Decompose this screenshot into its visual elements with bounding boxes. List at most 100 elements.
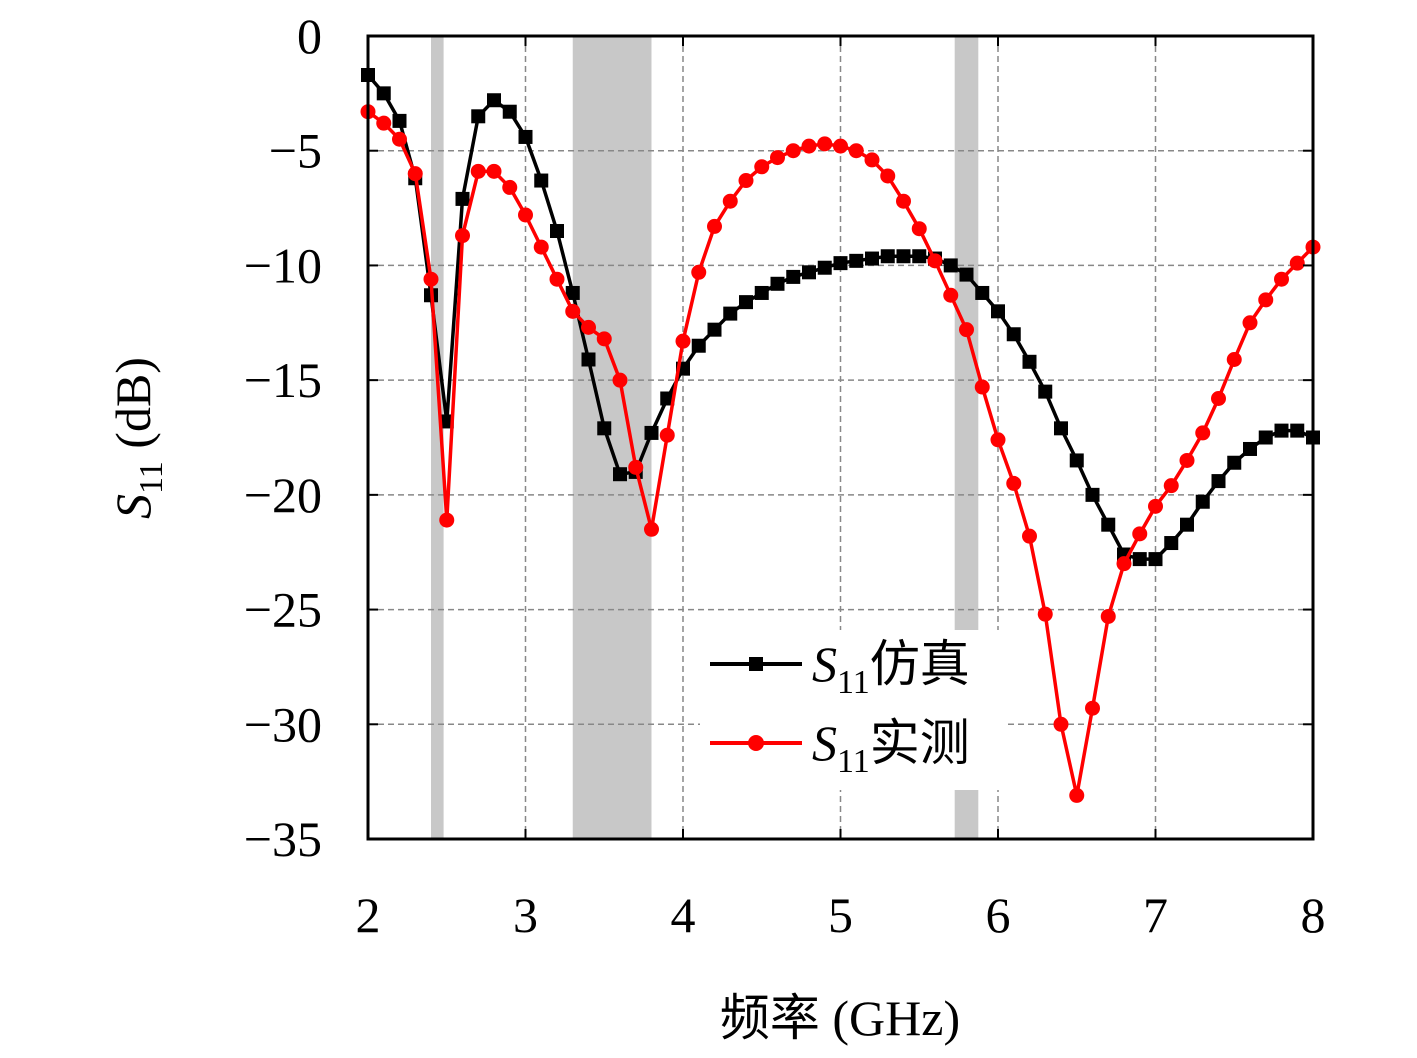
point-1-47	[1100, 608, 1116, 624]
point-0-31	[849, 253, 864, 268]
point-1-31	[848, 143, 864, 159]
point-1-32	[864, 152, 880, 168]
point-1-21	[691, 264, 707, 280]
point-1-12	[549, 271, 565, 287]
point-1-30	[833, 138, 848, 154]
point-1-25	[754, 159, 770, 175]
point-0-41	[1006, 327, 1021, 342]
point-0-37	[943, 258, 958, 273]
y-axis-title-unit: (dB)	[105, 357, 161, 461]
point-0-46	[1085, 487, 1100, 502]
point-1-56	[1242, 315, 1258, 331]
point-1-40	[990, 432, 1006, 448]
point-0-40	[991, 304, 1005, 319]
point-0-27	[786, 269, 801, 284]
point-0-51	[1164, 536, 1179, 551]
point-1-22	[707, 218, 722, 234]
legend-label-simulated: S11仿真	[812, 636, 970, 701]
point-0-21	[691, 338, 706, 353]
point-1-55	[1226, 351, 1242, 367]
series-1	[360, 104, 1321, 803]
point-0-12	[550, 224, 564, 239]
point-1-28	[801, 138, 817, 154]
point-0-7	[471, 109, 486, 124]
point-0-9	[502, 104, 517, 119]
point-0-13	[565, 285, 580, 300]
point-0-34	[896, 249, 911, 264]
legend-marker-simulated	[749, 657, 763, 671]
point-0-47	[1101, 517, 1116, 532]
point-1-39	[974, 379, 990, 395]
point-1-20	[675, 333, 691, 349]
point-1-35	[911, 221, 927, 237]
point-0-18	[644, 425, 659, 440]
series-layer	[360, 68, 1321, 803]
point-1-13	[565, 303, 581, 319]
point-1-36	[927, 253, 943, 269]
point-1-59	[1289, 255, 1305, 271]
point-1-10	[518, 207, 533, 223]
point-1-19	[659, 427, 675, 443]
point-0-56	[1243, 441, 1257, 456]
x-axis-title: 频率 (GHz)	[720, 990, 960, 1046]
point-1-58	[1274, 271, 1289, 287]
point-1-17	[628, 459, 644, 475]
point-0-5	[439, 414, 454, 429]
tick-labels: 2 3 4 5 6 7 8 0 −5 −10 −15 −20 −25 −30 −35	[244, 8, 1326, 943]
point-0-29	[817, 260, 832, 275]
y-axis-title-sub: 11	[133, 461, 170, 494]
point-0-2	[392, 113, 407, 128]
point-1-9	[502, 179, 518, 195]
point-1-49	[1132, 526, 1148, 542]
point-0-49	[1132, 552, 1147, 567]
point-1-37	[943, 287, 959, 303]
point-1-43	[1037, 606, 1053, 622]
point-1-8	[486, 163, 502, 179]
point-1-52	[1179, 452, 1195, 468]
point-0-1	[376, 86, 391, 101]
point-0-57	[1258, 430, 1273, 445]
x-tick-label-4: 6	[986, 887, 1011, 943]
point-1-38	[959, 322, 974, 338]
point-1-54	[1211, 390, 1226, 406]
point-0-59	[1290, 423, 1305, 438]
point-0-44	[1054, 421, 1068, 436]
point-0-26	[770, 276, 785, 291]
point-0-14	[581, 352, 596, 367]
point-1-53	[1195, 425, 1211, 441]
point-0-19	[660, 391, 675, 406]
x-tick-label-0: 2	[356, 887, 381, 943]
point-1-6	[455, 228, 470, 244]
point-0-54	[1211, 474, 1226, 489]
point-0-53	[1195, 494, 1210, 509]
point-0-39	[975, 285, 990, 300]
y-tick-label-1: −5	[269, 123, 322, 179]
point-1-34	[896, 193, 911, 209]
point-1-2	[392, 131, 407, 147]
point-0-23	[723, 306, 738, 321]
point-1-24	[738, 173, 754, 189]
point-1-7	[470, 163, 486, 179]
point-0-52	[1180, 517, 1194, 532]
point-1-41	[1006, 475, 1022, 491]
point-1-5	[439, 512, 455, 528]
point-1-45	[1069, 787, 1085, 803]
point-0-50	[1148, 552, 1163, 567]
point-0-33	[880, 249, 895, 264]
point-1-15	[596, 331, 612, 347]
y-tick-label-6: −30	[244, 696, 322, 752]
point-0-6	[455, 191, 470, 206]
point-0-58	[1274, 423, 1289, 438]
point-0-16	[613, 467, 627, 482]
y-tick-label-5: −25	[244, 582, 322, 638]
point-0-55	[1227, 455, 1242, 470]
axis-ticks	[367, 35, 1314, 840]
point-1-27	[785, 143, 801, 159]
point-1-44	[1053, 716, 1069, 732]
point-0-45	[1069, 453, 1084, 468]
point-0-8	[487, 93, 501, 108]
y-tick-label-4: −20	[244, 467, 322, 523]
legend-marker-measured	[748, 735, 764, 751]
point-0-43	[1038, 384, 1053, 399]
